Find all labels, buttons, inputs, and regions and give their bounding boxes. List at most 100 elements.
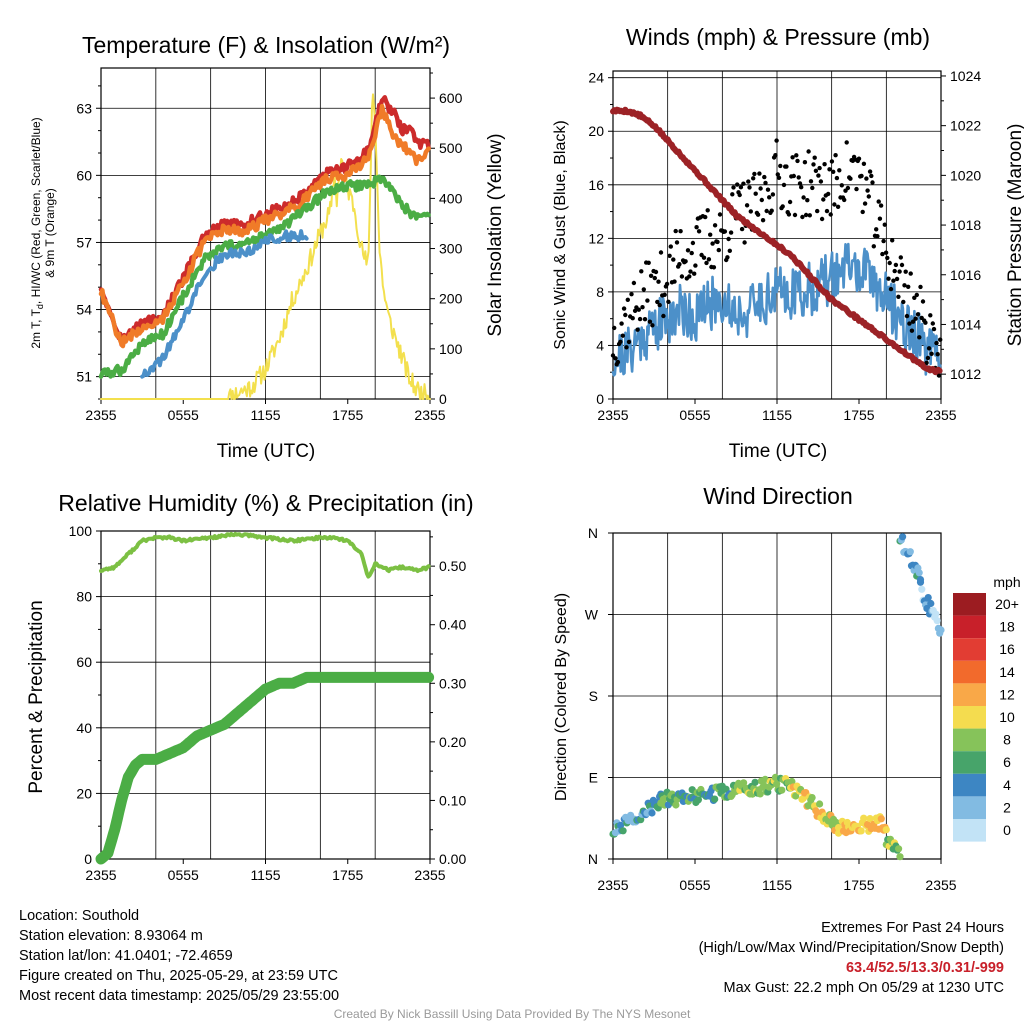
gust-point bbox=[827, 167, 832, 172]
gust-point bbox=[620, 333, 625, 338]
gust-point bbox=[808, 179, 814, 184]
gust-point bbox=[918, 284, 923, 290]
gust-point bbox=[878, 203, 884, 208]
station-pressure-line bbox=[610, 106, 943, 376]
gust-point bbox=[800, 214, 805, 220]
gust-point bbox=[861, 161, 867, 166]
rh-y2tick-label: 0.50 bbox=[439, 558, 466, 574]
gust-point bbox=[703, 214, 708, 220]
wind-y2tick-label: 1012 bbox=[950, 366, 981, 382]
gust-point bbox=[624, 345, 629, 350]
wind-direction-point bbox=[877, 815, 885, 823]
wind-y2tick-label: 1022 bbox=[950, 118, 981, 134]
wdir-legend-label: 14 bbox=[999, 664, 1015, 680]
gust-point bbox=[864, 176, 869, 181]
gust-point bbox=[931, 326, 937, 332]
gust-point bbox=[762, 174, 767, 180]
wind-ytick-label: 12 bbox=[588, 230, 604, 246]
temp-y2tick-label: 500 bbox=[439, 140, 463, 156]
gust-point bbox=[876, 199, 881, 204]
temp-y2tick-label: 0 bbox=[439, 391, 447, 407]
wdir-ytick-label: W bbox=[585, 607, 599, 623]
wind-direction-point bbox=[808, 794, 816, 802]
wdir-legend-label: 12 bbox=[999, 686, 1015, 702]
gust-point bbox=[811, 162, 816, 167]
gust-point bbox=[742, 240, 747, 245]
gust-point bbox=[899, 262, 905, 268]
temp-series-9m-t bbox=[98, 103, 431, 349]
wind-direction-point bbox=[882, 826, 890, 834]
gust-point bbox=[815, 208, 820, 214]
gust-point bbox=[810, 185, 815, 191]
wind-direction-point bbox=[915, 569, 923, 577]
gust-point bbox=[737, 192, 742, 198]
gust-point bbox=[794, 153, 799, 158]
gust-point bbox=[924, 360, 929, 365]
gust-point bbox=[859, 173, 864, 179]
gust-point bbox=[642, 317, 648, 322]
wdir-legend-swatch bbox=[953, 706, 986, 729]
precipitation-line bbox=[95, 671, 435, 865]
gust-point bbox=[913, 316, 918, 321]
gust-point bbox=[730, 192, 735, 197]
gust-point bbox=[883, 250, 889, 255]
recent-data-timestamp: Most recent data timestamp: 2025/05/29 2… bbox=[19, 988, 340, 1004]
gust-point bbox=[819, 216, 825, 222]
gust-point bbox=[767, 195, 772, 200]
gust-point bbox=[630, 316, 635, 321]
gust-point bbox=[650, 323, 655, 328]
temp-xtick-label: 1155 bbox=[250, 407, 280, 423]
gust-point bbox=[656, 279, 661, 284]
gust-point bbox=[902, 283, 907, 288]
gust-point bbox=[898, 255, 903, 260]
gust-point bbox=[763, 180, 768, 186]
gust-point bbox=[696, 229, 702, 234]
gust-point bbox=[831, 169, 836, 174]
gust-point bbox=[817, 165, 822, 171]
wind-direction-point bbox=[619, 827, 627, 835]
gust-point bbox=[626, 339, 632, 345]
wind-chart-title: Winds (mph) & Pressure (mb) bbox=[626, 24, 930, 50]
gust-point bbox=[751, 176, 756, 181]
wind-xtick-label: 0555 bbox=[679, 407, 710, 423]
rh-y2tick-label: 0.30 bbox=[439, 675, 466, 691]
gust-point bbox=[802, 160, 808, 165]
wdir-legend-swatch bbox=[953, 728, 986, 752]
gust-point bbox=[776, 175, 782, 180]
gust-point bbox=[904, 313, 910, 319]
gust-point bbox=[752, 171, 757, 177]
gust-point bbox=[613, 356, 618, 361]
gust-point bbox=[914, 292, 919, 298]
temp-ytick-label: 54 bbox=[76, 302, 92, 318]
gust-point bbox=[759, 197, 764, 203]
gust-point bbox=[747, 185, 752, 190]
gust-point bbox=[828, 212, 833, 217]
gust-point bbox=[822, 162, 827, 167]
gust-point bbox=[790, 155, 795, 160]
gust-point bbox=[774, 138, 779, 143]
station-info: Location: Southold Station elevation: 8.… bbox=[19, 906, 339, 1006]
wdir-ylabel: Direction (Colored By Speed) bbox=[553, 593, 570, 801]
wind-direction-point bbox=[937, 626, 945, 634]
wind-direction-point bbox=[857, 827, 865, 835]
gust-point bbox=[692, 271, 697, 276]
gust-point bbox=[678, 229, 683, 234]
rh-xtick-label: 2355 bbox=[414, 867, 445, 883]
gust-point bbox=[717, 212, 723, 217]
gust-point bbox=[623, 312, 628, 318]
wind-direction-point bbox=[672, 801, 680, 809]
gust-point bbox=[646, 260, 651, 265]
temp-y2tick-label: 600 bbox=[439, 90, 463, 106]
wind-direction-point bbox=[778, 786, 786, 794]
wind-xtick-label: 1755 bbox=[843, 407, 874, 423]
gust-point bbox=[666, 299, 671, 304]
rh-chart-title: Relative Humidity (%) & Precipitation (i… bbox=[58, 490, 473, 516]
temp-xtick-label: 0555 bbox=[168, 407, 199, 423]
wdir-xtick-label: 2355 bbox=[597, 877, 628, 893]
rh-xtick-label: 1755 bbox=[332, 867, 363, 883]
gust-point bbox=[688, 269, 693, 274]
gust-point bbox=[610, 353, 616, 358]
gust-point bbox=[775, 172, 780, 177]
gust-point bbox=[797, 181, 803, 186]
wind-y2tick-label: 1024 bbox=[950, 68, 981, 84]
